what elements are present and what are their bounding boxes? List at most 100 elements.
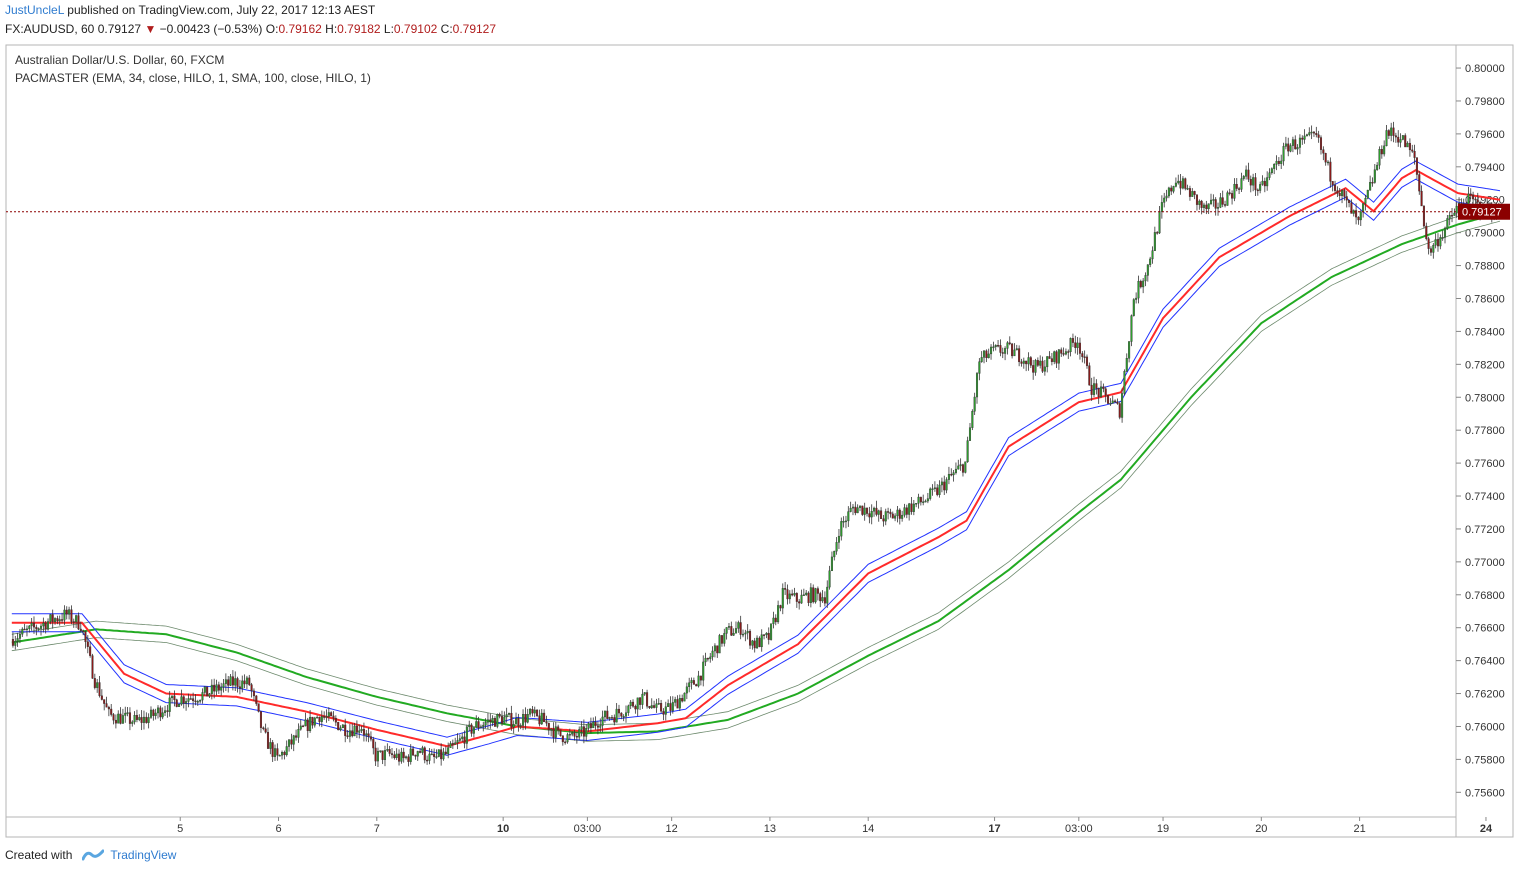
candle-down bbox=[103, 699, 106, 704]
candle-down bbox=[306, 719, 309, 732]
candle-up bbox=[96, 682, 99, 688]
candle-down bbox=[11, 639, 14, 646]
candle-up bbox=[522, 714, 525, 726]
candle-up bbox=[421, 747, 424, 753]
candle-up bbox=[1209, 199, 1213, 204]
sma-upper-band bbox=[11, 204, 1501, 726]
candle-down bbox=[98, 682, 101, 696]
candle-down bbox=[716, 645, 719, 654]
author-link[interactable]: JustUncleL bbox=[5, 3, 64, 17]
candle-down bbox=[283, 752, 286, 756]
candle-down bbox=[573, 732, 576, 737]
candle-down bbox=[1224, 204, 1227, 206]
candle-up bbox=[727, 626, 730, 628]
candle-down bbox=[236, 678, 239, 687]
candle-up bbox=[437, 749, 440, 757]
candle-up bbox=[702, 661, 705, 681]
candle-down bbox=[419, 751, 422, 753]
candle-up bbox=[215, 684, 218, 692]
candle-down bbox=[1413, 151, 1416, 158]
candle-up bbox=[980, 357, 983, 362]
candle-down bbox=[1294, 139, 1297, 150]
x-tick-label: 7 bbox=[374, 823, 380, 835]
candle-up bbox=[273, 748, 277, 757]
candle-down bbox=[561, 735, 564, 743]
candle-up bbox=[1219, 197, 1222, 208]
candle-up bbox=[643, 692, 646, 695]
candle-up bbox=[917, 496, 920, 504]
candle-down bbox=[1277, 160, 1280, 164]
candle-down bbox=[82, 630, 85, 632]
candle-up bbox=[844, 520, 847, 523]
candle-down bbox=[1263, 180, 1266, 187]
candle-down bbox=[1170, 187, 1173, 192]
candle-down bbox=[887, 511, 890, 513]
candle-up bbox=[304, 719, 307, 727]
candle-down bbox=[470, 724, 473, 734]
candle-up bbox=[1160, 202, 1163, 212]
candle-up bbox=[1146, 264, 1149, 276]
candle-up bbox=[894, 515, 897, 519]
candle-down bbox=[1350, 202, 1353, 214]
tradingview-link[interactable]: TradingView bbox=[110, 848, 177, 862]
candle-down bbox=[552, 728, 555, 738]
close-value: 0.79127 bbox=[452, 22, 497, 36]
candle-up bbox=[1046, 356, 1049, 368]
candle-up bbox=[1163, 197, 1166, 203]
price-chart[interactable]: 0.80000 0.79800 0.79600 0.79400 0.79200 0.790… bbox=[0, 40, 1515, 838]
candle-down bbox=[355, 725, 358, 733]
candle-up bbox=[828, 570, 831, 588]
candle-up bbox=[915, 503, 918, 505]
candle-up bbox=[578, 729, 581, 738]
candle-up bbox=[751, 640, 754, 646]
close-label: C: bbox=[440, 22, 453, 36]
candle-up bbox=[405, 756, 408, 759]
candle-down bbox=[767, 632, 770, 640]
candle-down bbox=[1331, 181, 1334, 186]
candle-down bbox=[919, 496, 922, 503]
candle-down bbox=[1036, 360, 1039, 366]
candle-up bbox=[926, 498, 929, 502]
candle-up bbox=[800, 594, 803, 604]
candle-up bbox=[683, 692, 686, 702]
candle-down bbox=[79, 628, 82, 631]
candle-down bbox=[35, 626, 38, 630]
candle-up bbox=[1153, 232, 1156, 251]
candle-down bbox=[1020, 361, 1023, 364]
candle-down bbox=[720, 635, 723, 644]
candle-up bbox=[442, 751, 445, 760]
y-tick-label: 0.78800 bbox=[1465, 261, 1505, 273]
candle-down bbox=[1081, 353, 1084, 357]
candle-up bbox=[292, 735, 295, 745]
candle-up bbox=[793, 593, 796, 596]
candle-up bbox=[1341, 190, 1344, 196]
candle-up bbox=[1455, 205, 1458, 214]
candle-down bbox=[1055, 351, 1058, 364]
candle-up bbox=[1305, 134, 1308, 137]
down-arrow-icon: ▼ bbox=[144, 22, 157, 36]
candle-up bbox=[1406, 142, 1409, 148]
candle-up bbox=[178, 704, 181, 707]
created-with-text: Created with bbox=[5, 848, 73, 862]
candle-up bbox=[732, 633, 735, 636]
candle-up bbox=[456, 740, 459, 744]
candle-down bbox=[1312, 131, 1315, 134]
candle-down bbox=[1429, 248, 1432, 253]
candle-up bbox=[723, 633, 726, 644]
candle-down bbox=[1343, 190, 1346, 197]
candle-up bbox=[1174, 182, 1177, 187]
x-tick-label: 10 bbox=[497, 823, 509, 835]
candle-up bbox=[1177, 180, 1180, 184]
candle-down bbox=[753, 640, 756, 649]
plot-frame bbox=[5, 44, 1457, 818]
candle-up bbox=[68, 609, 71, 615]
x-tick-label: 12 bbox=[666, 823, 678, 835]
candle-down bbox=[44, 622, 47, 630]
candle-down bbox=[323, 716, 326, 718]
candle-up bbox=[1284, 143, 1287, 147]
candle-down bbox=[1317, 134, 1320, 138]
candle-down bbox=[1329, 161, 1332, 182]
candle-down bbox=[388, 749, 391, 754]
candle-up bbox=[952, 472, 955, 476]
candle-down bbox=[84, 631, 87, 642]
